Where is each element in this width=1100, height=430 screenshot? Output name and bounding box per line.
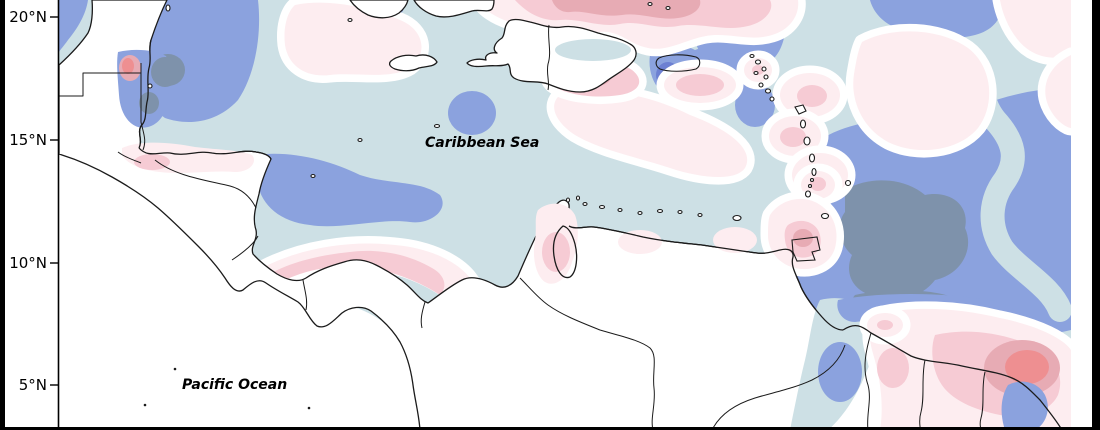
lat-tick-label-15n: 15°N (9, 131, 47, 149)
coastline-puerto-rico (655, 54, 701, 72)
pacific-islet-dot (307, 406, 311, 410)
frame-bottom (0, 427, 1100, 430)
lat-tick-label-10n: 10°N (9, 254, 47, 272)
overlay-anomaly-patches (117, 39, 1071, 427)
pacific-islet-dot (173, 367, 177, 371)
coastline-cuba-west (349, 0, 409, 19)
coastline-guadeloupe (794, 104, 807, 115)
lat-tick-label-5n: 5°N (19, 376, 47, 394)
latitude-axis: 20°N 15°N 10°N 5°N (9, 0, 60, 427)
haiti-dr-border (546, 24, 551, 91)
coastline-trinidad (791, 236, 821, 262)
pacific-islet-dot (143, 403, 147, 407)
island-outlines (143, 1, 852, 410)
political-borders (59, 24, 986, 427)
coastline-jamaica (388, 54, 438, 72)
lake-maracaibo-outline (552, 225, 578, 279)
lat-tick-label-20n: 20°N (9, 8, 47, 26)
frame-right (1092, 0, 1100, 430)
coastline-cuba-east (413, 0, 495, 18)
caribbean-sea-label: Caribbean Sea (425, 135, 539, 151)
map-plot-area: Caribbean Sea Pacific Ocean (59, 0, 1071, 427)
pacific-ocean-label: Pacific Ocean (182, 377, 287, 393)
frame-left (0, 0, 5, 430)
